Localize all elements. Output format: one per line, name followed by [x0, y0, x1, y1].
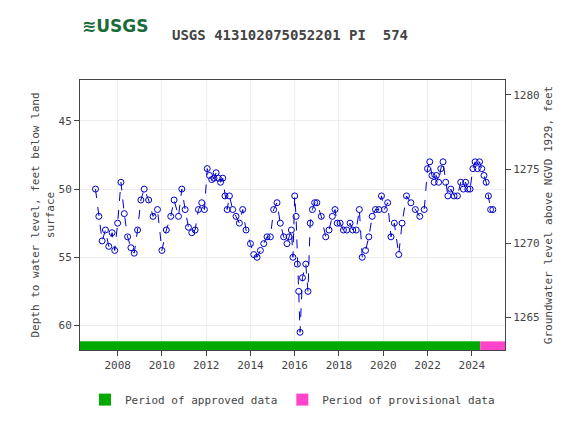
svg-text:Groundwater level above NGVD 1: Groundwater level above NGVD 1929, feet [542, 86, 555, 344]
svg-text:USGS 413102075052201 PI 574: USGS 413102075052201 PI 574 [172, 27, 408, 43]
svg-text:2024: 2024 [459, 359, 486, 372]
svg-text:2020: 2020 [370, 359, 397, 372]
svg-text:60: 60 [59, 319, 72, 332]
svg-text:Period of provisional data: Period of provisional data [322, 394, 494, 407]
svg-text:50: 50 [59, 183, 72, 196]
svg-text:2022: 2022 [414, 359, 441, 372]
svg-text:1270: 1270 [513, 237, 540, 250]
svg-text:Period of approved data: Period of approved data [125, 394, 277, 407]
svg-text:2014: 2014 [237, 359, 264, 372]
svg-text:1280: 1280 [513, 89, 540, 102]
svg-text:2008: 2008 [104, 359, 131, 372]
svg-text:2012: 2012 [193, 359, 220, 372]
svg-text:Depth to water level, feet bel: Depth to water level, feet below landsur… [29, 92, 56, 337]
svg-text:2016: 2016 [281, 359, 308, 372]
svg-text:≋USGS: ≋USGS [82, 16, 149, 36]
svg-text:1265: 1265 [513, 311, 540, 324]
svg-text:2018: 2018 [326, 359, 353, 372]
svg-text:55: 55 [59, 251, 72, 264]
svg-text:45: 45 [59, 115, 72, 128]
svg-text:2010: 2010 [149, 359, 176, 372]
svg-text:1275: 1275 [513, 163, 540, 176]
